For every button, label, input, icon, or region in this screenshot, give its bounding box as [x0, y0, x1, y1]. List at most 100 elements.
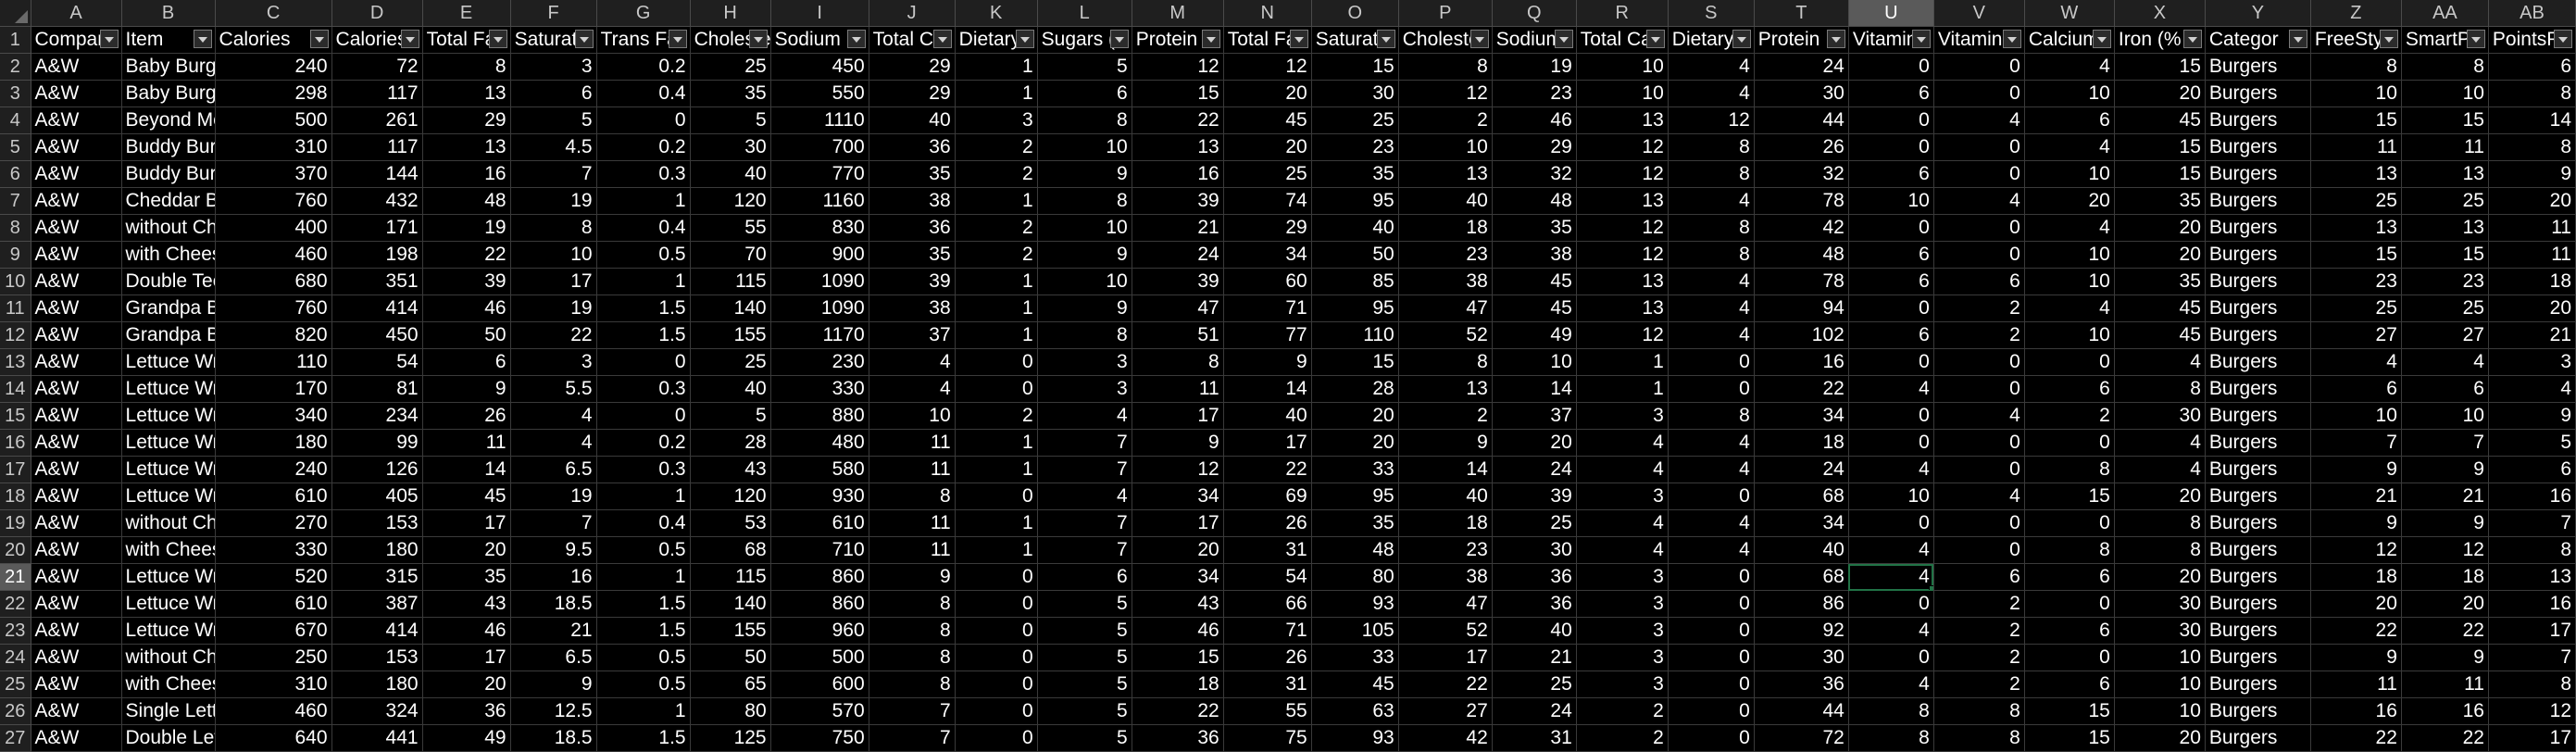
- column-header-m[interactable]: M: [1132, 0, 1224, 27]
- cell-i14[interactable]: 330: [770, 375, 869, 403]
- cell-g24[interactable]: 0.5: [596, 644, 691, 671]
- cell-p17[interactable]: 14: [1398, 456, 1493, 483]
- cell-s26[interactable]: 0: [1668, 697, 1755, 725]
- cell-o24[interactable]: 33: [1311, 644, 1399, 671]
- cell-f8[interactable]: 8: [510, 214, 597, 242]
- cell-q23[interactable]: 40: [1492, 617, 1577, 645]
- cell-r3[interactable]: 10: [1576, 80, 1669, 107]
- cell-z16[interactable]: 7: [2310, 429, 2402, 457]
- cell-k7[interactable]: 1: [955, 187, 1038, 215]
- cell-r23[interactable]: 3: [1576, 617, 1669, 645]
- cell-j4[interactable]: 40: [869, 107, 956, 134]
- cell-z27[interactable]: 22: [2310, 724, 2402, 752]
- filter-dropdown-icon[interactable]: [400, 30, 419, 48]
- column-header-j[interactable]: J: [869, 0, 956, 27]
- cell-i7[interactable]: 1160: [770, 187, 869, 215]
- cell-ab5[interactable]: 8: [2488, 133, 2576, 161]
- cell-i5[interactable]: 700: [770, 133, 869, 161]
- column-header-z[interactable]: Z: [2310, 0, 2402, 27]
- cell-e24[interactable]: 17: [422, 644, 511, 671]
- cell-c19[interactable]: 270: [215, 509, 332, 537]
- cell-g11[interactable]: 1.5: [596, 295, 691, 322]
- cell-t6[interactable]: 32: [1754, 160, 1849, 188]
- row-header-26[interactable]: 26: [0, 697, 31, 725]
- header-cell-s[interactable]: Dietary: [1668, 26, 1755, 54]
- cell-w9[interactable]: 10: [2024, 241, 2115, 269]
- cell-n17[interactable]: 22: [1223, 456, 1312, 483]
- cell-x21[interactable]: 20: [2114, 563, 2206, 591]
- cell-o3[interactable]: 30: [1311, 80, 1399, 107]
- cell-h7[interactable]: 120: [690, 187, 771, 215]
- cell-m15[interactable]: 17: [1132, 402, 1224, 430]
- cell-b27[interactable]: Double Let: [121, 724, 216, 752]
- cell-c12[interactable]: 820: [215, 321, 332, 349]
- cell-p5[interactable]: 10: [1398, 133, 1493, 161]
- row-header-19[interactable]: 19: [0, 509, 31, 537]
- cell-p25[interactable]: 22: [1398, 671, 1493, 698]
- cell-n13[interactable]: 9: [1223, 348, 1312, 376]
- cell-n19[interactable]: 26: [1223, 509, 1312, 537]
- column-header-d[interactable]: D: [331, 0, 423, 27]
- cell-v26[interactable]: 8: [1933, 697, 2025, 725]
- cell-a19[interactable]: A&W: [31, 509, 122, 537]
- cell-t7[interactable]: 78: [1754, 187, 1849, 215]
- cell-t8[interactable]: 42: [1754, 214, 1849, 242]
- cell-x14[interactable]: 8: [2114, 375, 2206, 403]
- cell-e8[interactable]: 19: [422, 214, 511, 242]
- cell-v5[interactable]: 0: [1933, 133, 2025, 161]
- cell-v4[interactable]: 4: [1933, 107, 2025, 134]
- cell-ab19[interactable]: 7: [2488, 509, 2576, 537]
- cell-u10[interactable]: 6: [1848, 268, 1934, 295]
- cell-s4[interactable]: 12: [1668, 107, 1755, 134]
- cell-q26[interactable]: 24: [1492, 697, 1577, 725]
- cell-w12[interactable]: 10: [2024, 321, 2115, 349]
- cell-u27[interactable]: 8: [1848, 724, 1934, 752]
- column-header-k[interactable]: K: [955, 0, 1038, 27]
- header-cell-aa[interactable]: SmartPo: [2401, 26, 2489, 54]
- cell-y24[interactable]: Burgers: [2205, 644, 2311, 671]
- cell-l16[interactable]: 7: [1037, 429, 1132, 457]
- cell-j17[interactable]: 11: [869, 456, 956, 483]
- cell-l11[interactable]: 9: [1037, 295, 1132, 322]
- cell-e13[interactable]: 6: [422, 348, 511, 376]
- cell-x25[interactable]: 10: [2114, 671, 2206, 698]
- cell-ab15[interactable]: 9: [2488, 402, 2576, 430]
- cell-h5[interactable]: 30: [690, 133, 771, 161]
- cell-y26[interactable]: Burgers: [2205, 697, 2311, 725]
- cell-w11[interactable]: 4: [2024, 295, 2115, 322]
- cell-i23[interactable]: 960: [770, 617, 869, 645]
- cell-o17[interactable]: 33: [1311, 456, 1399, 483]
- cell-x19[interactable]: 8: [2114, 509, 2206, 537]
- cell-h19[interactable]: 53: [690, 509, 771, 537]
- cell-z3[interactable]: 10: [2310, 80, 2402, 107]
- cell-c17[interactable]: 240: [215, 456, 332, 483]
- cell-j13[interactable]: 4: [869, 348, 956, 376]
- cell-e18[interactable]: 45: [422, 483, 511, 510]
- cell-v17[interactable]: 0: [1933, 456, 2025, 483]
- cell-s9[interactable]: 8: [1668, 241, 1755, 269]
- cell-k3[interactable]: 1: [955, 80, 1038, 107]
- cell-d13[interactable]: 54: [331, 348, 423, 376]
- cell-t2[interactable]: 24: [1754, 53, 1849, 81]
- cell-ab21[interactable]: 13: [2488, 563, 2576, 591]
- cell-r20[interactable]: 4: [1576, 536, 1669, 564]
- cell-b14[interactable]: Lettuce Wr: [121, 375, 216, 403]
- cell-t22[interactable]: 86: [1754, 590, 1849, 618]
- cell-b17[interactable]: Lettuce Wr: [121, 456, 216, 483]
- cell-s27[interactable]: 0: [1668, 724, 1755, 752]
- row-header-22[interactable]: 22: [0, 590, 31, 618]
- cell-j16[interactable]: 11: [869, 429, 956, 457]
- cell-l15[interactable]: 4: [1037, 402, 1132, 430]
- filter-dropdown-icon[interactable]: [1376, 30, 1395, 48]
- cell-v22[interactable]: 2: [1933, 590, 2025, 618]
- cell-d16[interactable]: 99: [331, 429, 423, 457]
- cell-aa18[interactable]: 21: [2401, 483, 2489, 510]
- cell-j21[interactable]: 9: [869, 563, 956, 591]
- cell-aa24[interactable]: 9: [2401, 644, 2489, 671]
- cell-f2[interactable]: 3: [510, 53, 597, 81]
- cell-f9[interactable]: 10: [510, 241, 597, 269]
- cell-b7[interactable]: Cheddar Ba: [121, 187, 216, 215]
- cell-q9[interactable]: 38: [1492, 241, 1577, 269]
- cell-aa9[interactable]: 15: [2401, 241, 2489, 269]
- cell-n9[interactable]: 34: [1223, 241, 1312, 269]
